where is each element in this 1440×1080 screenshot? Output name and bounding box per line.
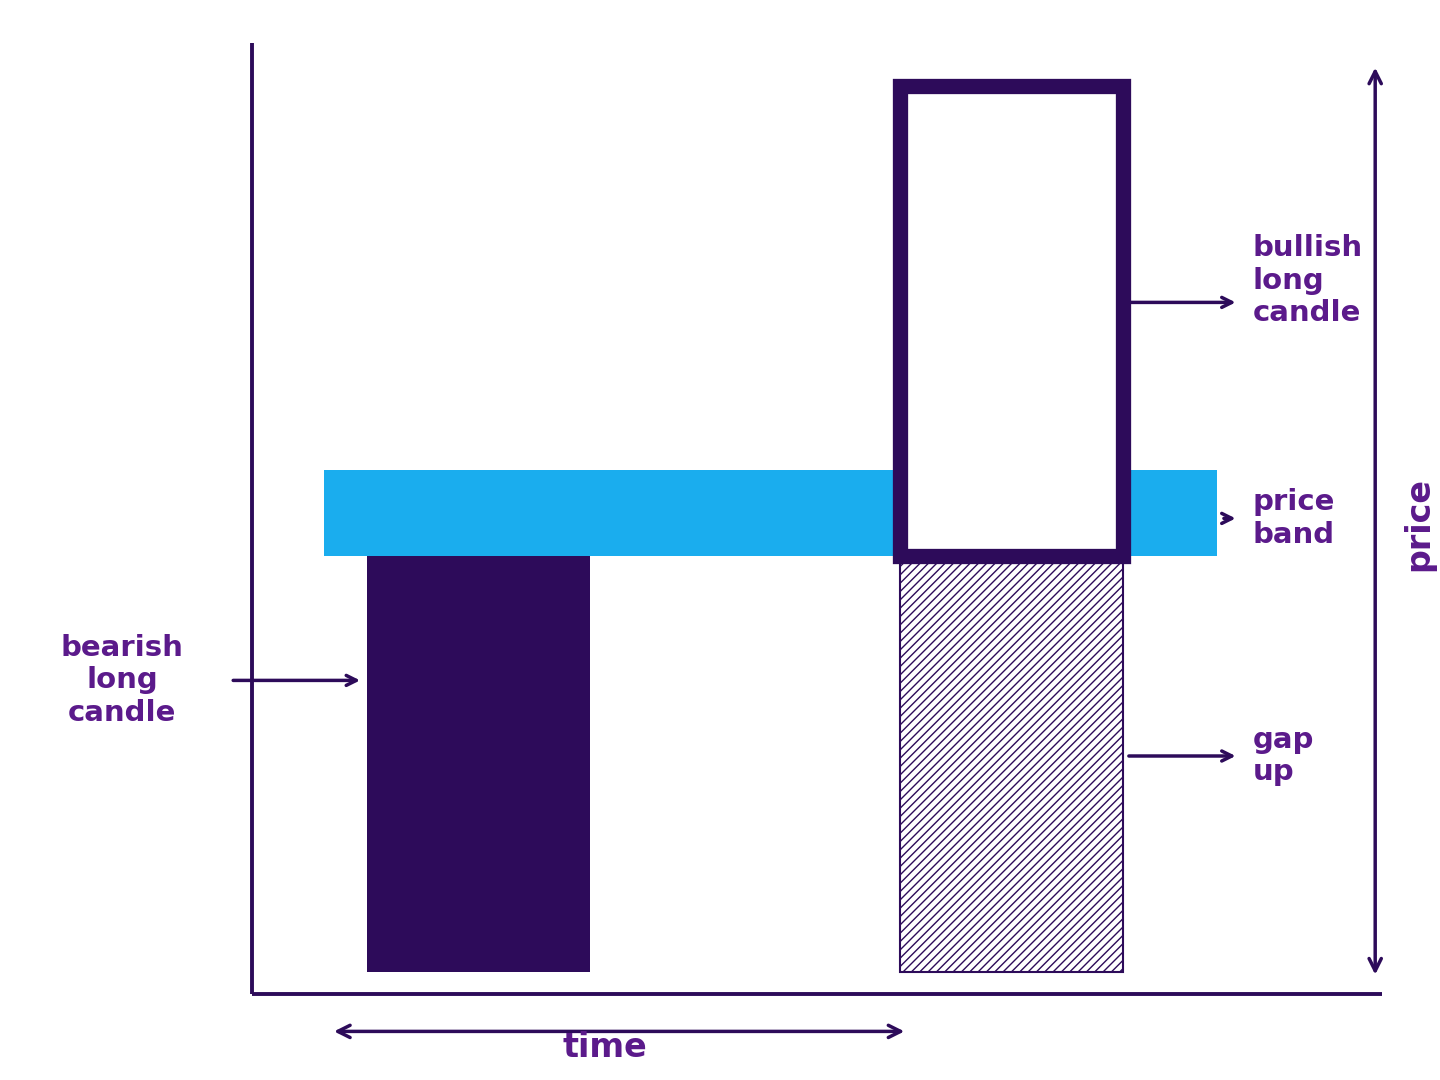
Bar <box>900 556 1123 972</box>
Bar <box>900 86 1123 556</box>
Bar <box>367 502 590 972</box>
Text: price: price <box>1403 476 1434 571</box>
Bar <box>900 470 1123 556</box>
Text: bullish
long
candle: bullish long candle <box>1253 234 1362 327</box>
Text: gap
up: gap up <box>1253 726 1315 786</box>
Text: time: time <box>563 1031 647 1064</box>
Text: bearish
long
candle: bearish long candle <box>60 634 184 727</box>
Bar <box>324 470 1217 556</box>
Text: price
band: price band <box>1253 488 1335 549</box>
